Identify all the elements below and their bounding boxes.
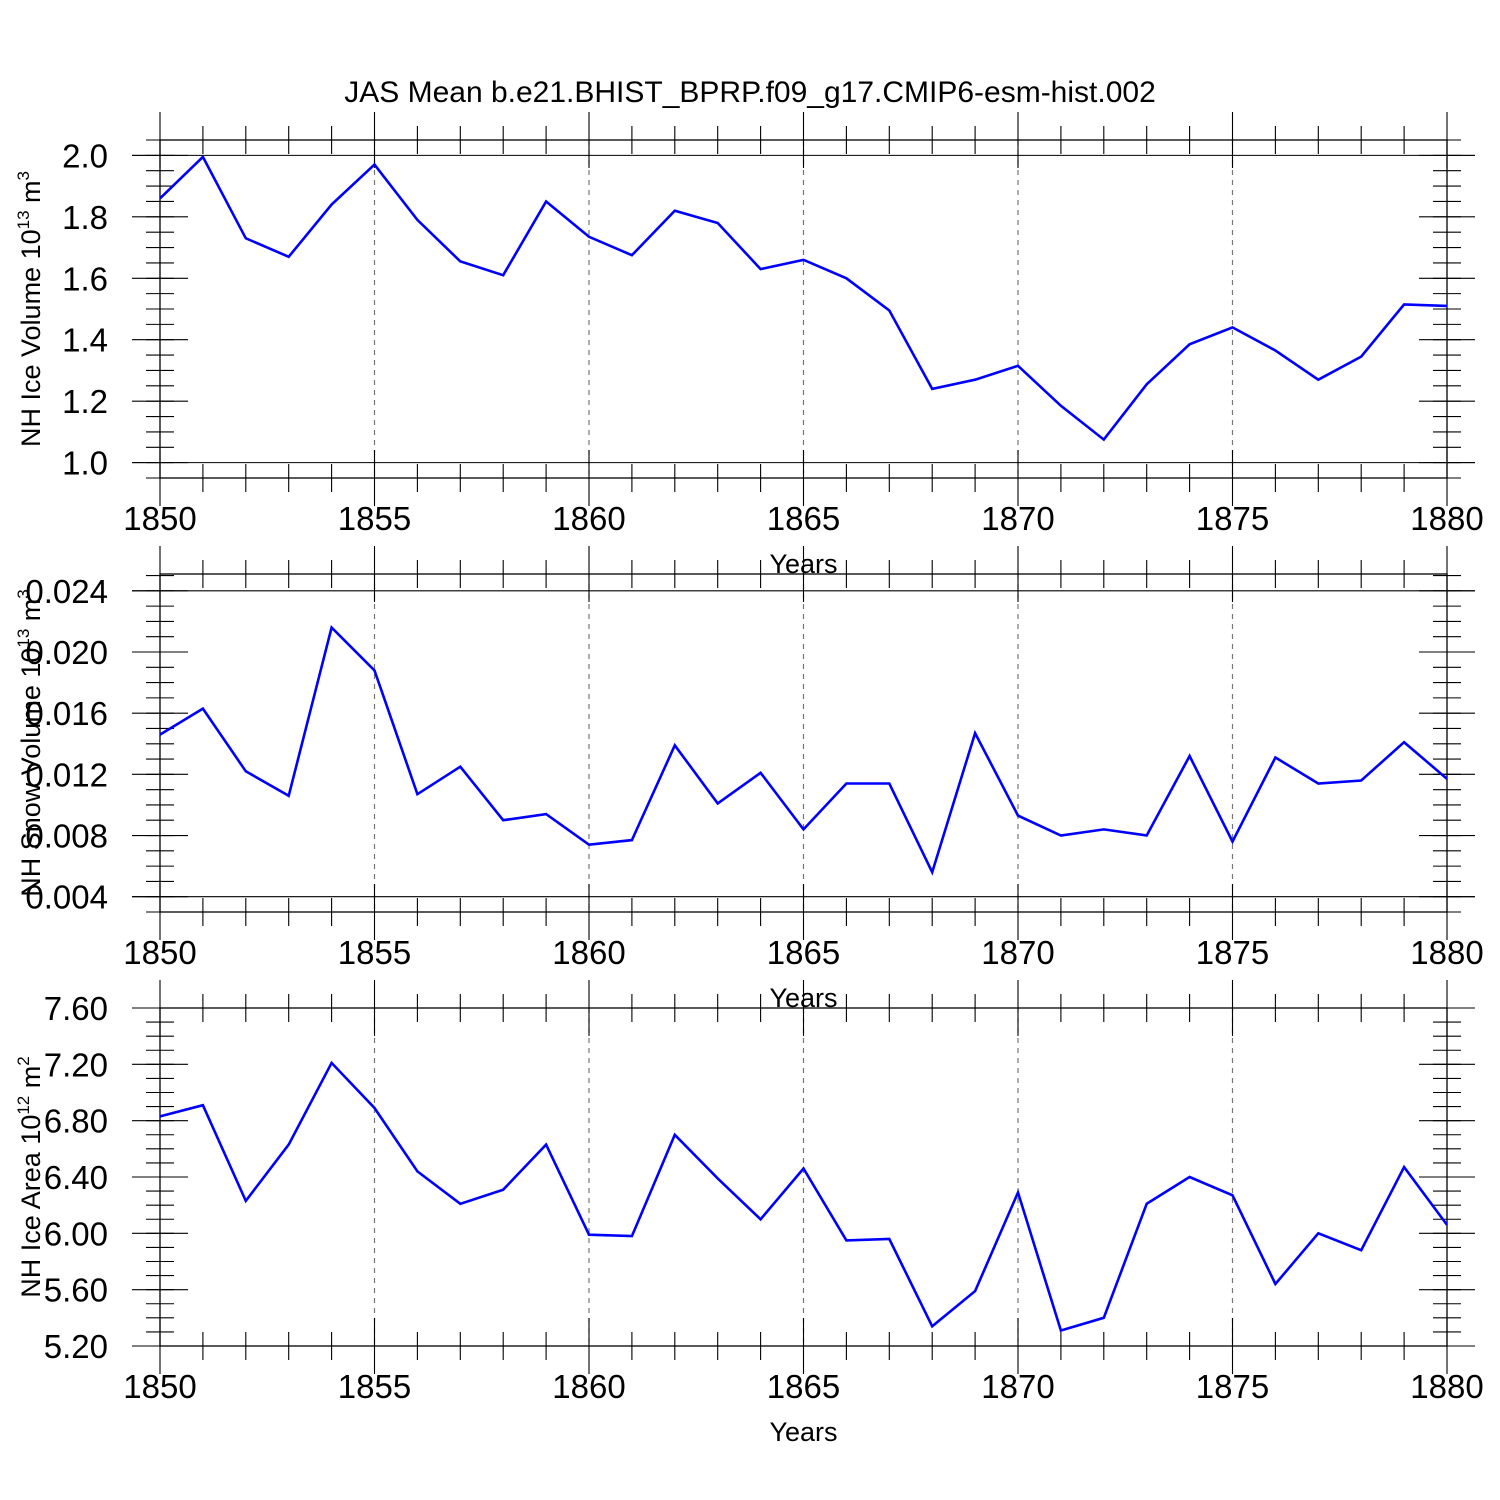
chart-panel-3: 5.20 5.60 6.00 6.40 6.80 7.20 7.60 1850 1855 1860… bbox=[14, 980, 1484, 1447]
y-tick-label: 0.016 bbox=[25, 695, 108, 732]
x-tick-label: 1865 bbox=[767, 500, 840, 537]
x-tick-label: 1875 bbox=[1196, 500, 1269, 537]
x-tick-label: 1850 bbox=[123, 934, 196, 971]
y-tick-label: 0.004 bbox=[25, 879, 108, 916]
y-axis-label: NH Ice Volume 1013 m3 bbox=[14, 171, 46, 447]
x-tick-label: 1865 bbox=[767, 934, 840, 971]
y-tick-label: 0.012 bbox=[25, 756, 108, 793]
y-tick-label: 1.8 bbox=[62, 199, 108, 236]
series-line bbox=[159, 1060, 1449, 1333]
x-tick-label: 1860 bbox=[552, 500, 625, 537]
x-tick-label: 1855 bbox=[338, 500, 411, 537]
x-tick-label: 1870 bbox=[981, 500, 1054, 537]
x-tick-label: 1865 bbox=[767, 1368, 840, 1405]
x-tick-label: 1880 bbox=[1410, 1368, 1483, 1405]
x-tick-label: 1880 bbox=[1410, 500, 1483, 537]
series-line bbox=[159, 154, 1448, 442]
y-tick-label: 1.4 bbox=[62, 322, 108, 359]
y-tick-label: 6.80 bbox=[44, 1103, 108, 1140]
x-tick-label: 1880 bbox=[1410, 934, 1483, 971]
x-tick-label: 1850 bbox=[123, 1368, 196, 1405]
series-line bbox=[159, 624, 1448, 876]
y-tick-label: 5.20 bbox=[44, 1328, 108, 1365]
x-tick-label: 1850 bbox=[123, 500, 196, 537]
chart-panel-2: 0.004 0.008 0.012 0.016 0.020 0.024 1850 1855 18… bbox=[14, 546, 1484, 1013]
x-tick-label: 1860 bbox=[552, 1368, 625, 1405]
y-tick-label: 1.0 bbox=[62, 445, 108, 482]
y-tick-label: 1.2 bbox=[62, 383, 108, 420]
y-tick-label: 0.024 bbox=[25, 573, 108, 610]
y-axis-label: NH Snow Volume 1013 m3 bbox=[14, 589, 46, 897]
y-tick-label: 5.60 bbox=[44, 1272, 108, 1309]
x-tick-label: 1855 bbox=[338, 1368, 411, 1405]
y-tick-label: 6.00 bbox=[44, 1215, 108, 1252]
x-tick-label: 1875 bbox=[1196, 1368, 1269, 1405]
chart-panel-1: 1.0 1.2 1.4 1.6 1.8 2.0 1850 1855 1860 1865 1870 18… bbox=[14, 112, 1484, 579]
x-tick-label: 1870 bbox=[981, 934, 1054, 971]
x-axis-label: Years bbox=[769, 1417, 837, 1447]
figure-title: JAS Mean b.e21.BHIST_BPRP.f09_g17.CMIP6-… bbox=[344, 76, 1156, 109]
x-tick-label: 1860 bbox=[552, 934, 625, 971]
y-tick-label: 7.20 bbox=[44, 1046, 108, 1083]
y-axis-label: NH Ice Area 1012 m2 bbox=[14, 1056, 46, 1297]
x-tick-label: 1870 bbox=[981, 1368, 1054, 1405]
y-tick-label: 6.40 bbox=[44, 1159, 108, 1196]
x-tick-label: 1875 bbox=[1196, 934, 1269, 971]
y-tick-label: 7.60 bbox=[44, 990, 108, 1027]
x-tick-label: 1855 bbox=[338, 934, 411, 971]
y-tick-label: 2.0 bbox=[62, 137, 108, 174]
y-tick-label: 1.6 bbox=[62, 260, 108, 297]
y-tick-label: 0.020 bbox=[25, 634, 108, 671]
y-tick-label: 0.008 bbox=[25, 818, 108, 855]
